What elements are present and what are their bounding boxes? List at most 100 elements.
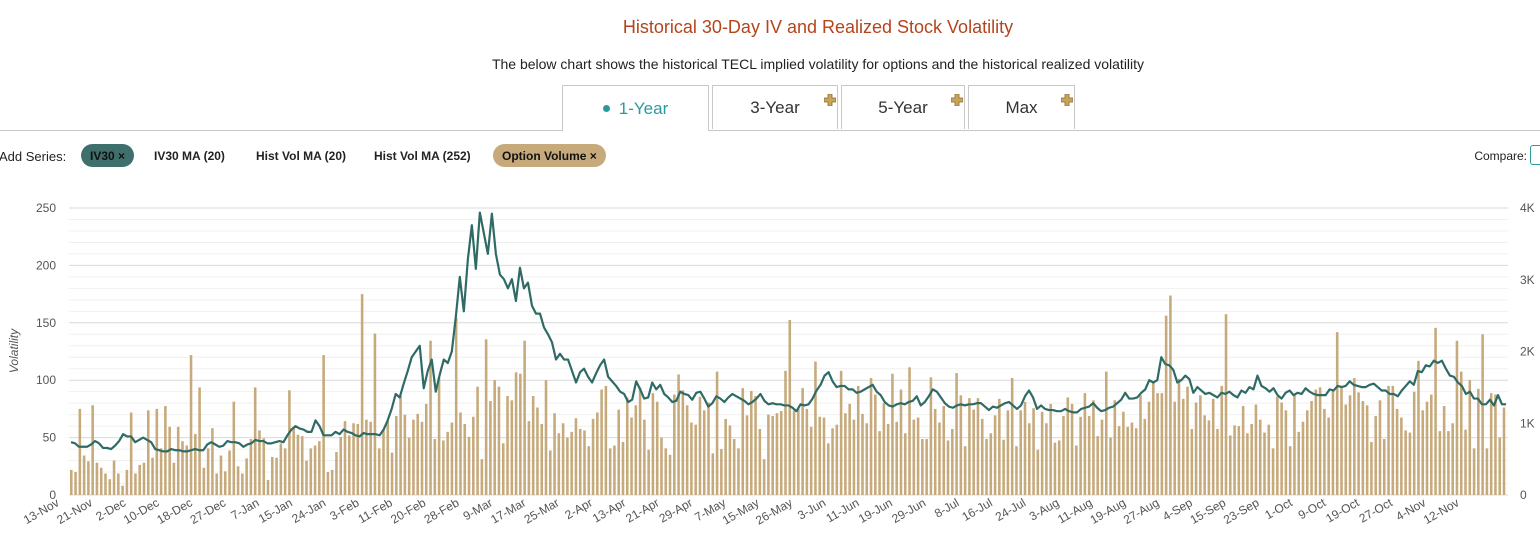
volume-bar: [211, 428, 214, 495]
volume-bar: [942, 406, 946, 495]
volume-bar: [454, 317, 458, 495]
volume-bar: [651, 393, 655, 495]
volume-bar: [989, 433, 993, 495]
compare-input[interactable]: [1530, 145, 1540, 165]
volume-bar: [1152, 383, 1155, 495]
tab-3-year[interactable]: 3-Year: [712, 85, 838, 129]
tab-5-year[interactable]: 5-Year: [841, 85, 965, 129]
volume-bar: [1421, 410, 1425, 495]
volume-bar: [1331, 390, 1335, 495]
volume-bar: [480, 459, 484, 496]
premium-plus-icon: [1061, 94, 1073, 106]
volume-bar: [1045, 423, 1048, 495]
volume-bar: [621, 441, 625, 495]
x-tick-label: 28-Feb: [422, 495, 462, 526]
volume-bar: [1147, 401, 1151, 495]
volume-bar: [758, 428, 762, 495]
volume-bar: [1412, 391, 1416, 495]
volume-bar: [600, 389, 603, 495]
volume-bar: [1126, 426, 1129, 495]
volatility-chart: 0 50 100 150 200 250 0 1K 2K 3K 4K Volatility 13-Nov…: [7, 201, 1535, 528]
volume-bar: [826, 443, 830, 495]
volume-bar: [1194, 402, 1198, 495]
volume-bar: [797, 408, 800, 495]
volume-bar: [1301, 421, 1305, 495]
series-pill-iv30-ma[interactable]: IV30 MA (20): [154, 148, 225, 163]
x-tick-label: 21-Nov: [54, 495, 95, 526]
volume-bar: [459, 412, 462, 495]
tab-1-year[interactable]: 1-Year: [562, 85, 709, 131]
y2-tick-label: 0: [1520, 488, 1527, 502]
volume-bar: [673, 394, 676, 495]
volume-bar: [228, 450, 231, 495]
volume-bar: [373, 333, 377, 495]
volume-bar: [852, 419, 856, 495]
volume-bar: [403, 414, 407, 495]
series-pill-iv30[interactable]: IV30 ×: [81, 144, 135, 167]
volume-bar: [1181, 398, 1185, 495]
volume-bar: [869, 378, 873, 495]
volume-bar: [784, 370, 787, 495]
volume-bar: [138, 464, 141, 495]
volume-bar: [715, 371, 719, 495]
volume-bar: [300, 436, 304, 495]
volume-bar: [856, 385, 860, 495]
series-pill-hist-vol-ma-20[interactable]: Hist Vol MA (20): [256, 148, 347, 163]
volume-bar: [369, 421, 372, 495]
volume-bar: [865, 423, 869, 495]
x-tick-label: 13-Apr: [590, 495, 628, 525]
y-tick-label: 50: [43, 431, 57, 445]
volume-bar: [91, 405, 94, 495]
volume-bar: [1271, 448, 1275, 495]
volume-bar: [365, 419, 368, 495]
series-pill-option-volume[interactable]: Option Volume ×: [493, 144, 606, 167]
volume-bar: [318, 441, 321, 495]
premium-plus-icon: [824, 94, 836, 106]
volume-bar: [566, 437, 569, 495]
volume-bar: [463, 423, 467, 495]
x-tick-label: 3-Feb: [327, 495, 361, 523]
volume-bar: [1297, 431, 1301, 495]
x-tick-label: 25-Mar: [522, 495, 562, 526]
chart-title: Historical 30-Day IV and Realized Stock …: [622, 17, 1014, 37]
volume-bar: [390, 452, 394, 495]
volume-bar: [279, 443, 283, 495]
volume-bar: [1019, 410, 1023, 495]
volume-bar: [309, 448, 313, 495]
tab-max[interactable]: Max: [968, 85, 1075, 129]
x-tick-label: 21-Apr: [623, 495, 661, 525]
x-tick-label: 9-Mar: [461, 495, 495, 523]
volume-bar: [591, 418, 595, 495]
volume-bar: [99, 467, 103, 496]
series-pill-hist-vol-ma-252[interactable]: Hist Vol MA (252): [374, 148, 471, 163]
volume-bar: [788, 319, 792, 495]
volume-bar: [711, 453, 715, 495]
volume-bar: [1365, 405, 1369, 495]
x-tick-label: 29-Apr: [657, 495, 695, 525]
volume-bar: [497, 386, 501, 495]
volume-bar: [899, 389, 903, 495]
volume-bar: [506, 395, 509, 495]
volume-bar: [916, 417, 920, 495]
volume-bar: [625, 397, 629, 495]
x-tick-label: 11-Feb: [356, 495, 395, 526]
volume-bar: [1258, 419, 1262, 495]
volume-bar: [1104, 371, 1108, 495]
volume-bar: [433, 439, 437, 495]
volume-bar: [129, 412, 133, 495]
volume-bar: [1087, 416, 1091, 495]
volume-bar: [540, 423, 544, 495]
volume-bar: [1447, 431, 1450, 495]
volume-bar: [292, 427, 295, 495]
volume-bar: [955, 373, 958, 495]
volume-bar: [1220, 385, 1224, 495]
volume-bar: [172, 462, 176, 495]
volume-bar: [241, 473, 244, 495]
volume-bar: [1190, 428, 1194, 495]
x-tick-label: 24-Jan: [289, 495, 328, 525]
volume-bar: [283, 448, 287, 495]
volume-bar: [596, 412, 599, 495]
volume-bar: [288, 390, 291, 495]
volume-bar: [1122, 411, 1125, 495]
volume-bar: [360, 294, 364, 495]
